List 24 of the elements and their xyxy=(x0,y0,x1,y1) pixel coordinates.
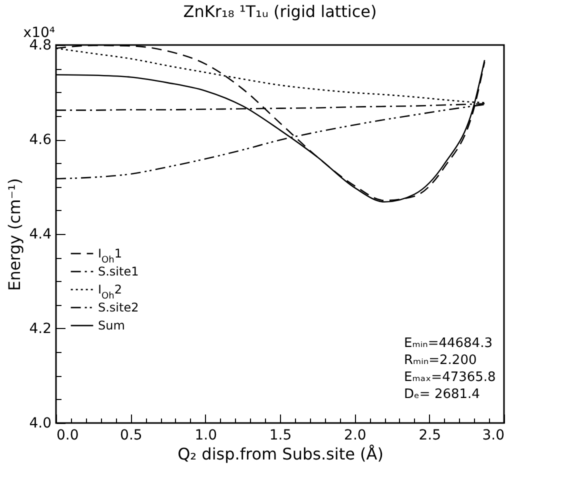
annotation: Rₘᵢₙ=2.200 xyxy=(404,353,477,368)
x-tick-label: 0.0 xyxy=(56,428,79,444)
x-tick-label: 2.0 xyxy=(344,428,366,444)
y-tick-label: 4.0 xyxy=(29,416,52,432)
chart-title: ZnKr₁₈ ¹T₁ᵤ (rigid lattice) xyxy=(183,2,377,21)
y-tick-label: 4.6 xyxy=(29,132,52,148)
annotation: Dₑ= 2681.4 xyxy=(404,387,480,402)
y-tick-label: 4.2 xyxy=(29,321,52,337)
x-tick-label: 1.5 xyxy=(269,428,292,444)
y-axis-title: Energy (cm⁻¹) xyxy=(5,178,24,291)
legend-label: Sum xyxy=(98,318,125,333)
legend-label: S.site2 xyxy=(98,300,139,315)
annotation: Eₘᵢₙ=44684.3 xyxy=(404,336,492,351)
y-tick-label: 4.8 xyxy=(29,38,52,54)
annotation: Eₘₐₓ=47365.8 xyxy=(404,370,496,385)
x-tick-label: 2.5 xyxy=(418,428,441,444)
x-axis-title: Q₂ disp.from Subs.site (Å) xyxy=(178,444,384,464)
legend-label: I$_{Oh}$2 xyxy=(98,282,122,302)
x-tick-label: 3.0 xyxy=(482,428,504,444)
y-tick-label: 4.4 xyxy=(29,226,52,242)
legend-label: I$_{Oh}$1 xyxy=(98,246,122,266)
x-tick-label: 0.5 xyxy=(120,428,142,444)
legend-label: S.site1 xyxy=(98,264,139,279)
x-tick-label: 1.0 xyxy=(194,428,217,444)
